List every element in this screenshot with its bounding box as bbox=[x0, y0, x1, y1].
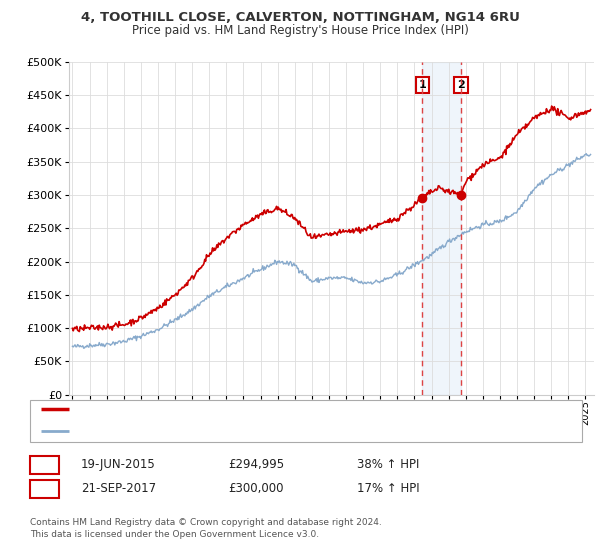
Text: 1: 1 bbox=[40, 458, 49, 472]
Text: 1: 1 bbox=[419, 80, 427, 90]
Text: 2: 2 bbox=[457, 80, 465, 90]
Text: 19-JUN-2015: 19-JUN-2015 bbox=[81, 458, 156, 472]
Text: £300,000: £300,000 bbox=[228, 482, 284, 496]
Text: Contains HM Land Registry data © Crown copyright and database right 2024.
This d: Contains HM Land Registry data © Crown c… bbox=[30, 518, 382, 539]
Text: 17% ↑ HPI: 17% ↑ HPI bbox=[357, 482, 419, 496]
Text: HPI: Average price, detached house, Gedling: HPI: Average price, detached house, Gedl… bbox=[75, 427, 308, 436]
Text: 4, TOOTHILL CLOSE, CALVERTON, NOTTINGHAM, NG14 6RU: 4, TOOTHILL CLOSE, CALVERTON, NOTTINGHAM… bbox=[80, 11, 520, 24]
Text: 21-SEP-2017: 21-SEP-2017 bbox=[81, 482, 156, 496]
Bar bbox=[422, 62, 461, 395]
Text: 38% ↑ HPI: 38% ↑ HPI bbox=[357, 458, 419, 472]
Text: 2: 2 bbox=[40, 482, 49, 496]
Text: Price paid vs. HM Land Registry's House Price Index (HPI): Price paid vs. HM Land Registry's House … bbox=[131, 24, 469, 36]
Text: £294,995: £294,995 bbox=[228, 458, 284, 472]
Text: 4, TOOTHILL CLOSE, CALVERTON, NOTTINGHAM, NG14 6RU (detached house): 4, TOOTHILL CLOSE, CALVERTON, NOTTINGHAM… bbox=[75, 404, 478, 414]
